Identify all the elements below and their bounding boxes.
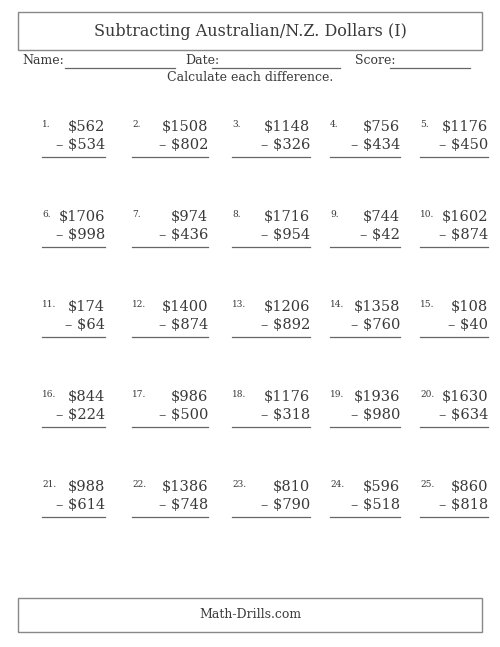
Text: $1148: $1148 xyxy=(264,120,310,134)
Text: – $40: – $40 xyxy=(448,318,488,332)
Text: – $760: – $760 xyxy=(350,318,400,332)
Text: – $748: – $748 xyxy=(159,498,208,512)
Text: $1936: $1936 xyxy=(354,390,400,404)
Text: $1400: $1400 xyxy=(162,300,208,314)
Text: $810: $810 xyxy=(273,480,310,494)
Text: – $874: – $874 xyxy=(439,228,488,242)
Text: 19.: 19. xyxy=(330,390,344,399)
Text: 10.: 10. xyxy=(420,210,434,219)
Text: $1176: $1176 xyxy=(264,390,310,404)
Text: – $450: – $450 xyxy=(439,138,488,152)
Text: 17.: 17. xyxy=(132,390,146,399)
FancyBboxPatch shape xyxy=(18,598,482,632)
Text: $986: $986 xyxy=(170,390,208,404)
Text: 14.: 14. xyxy=(330,300,344,309)
Text: $1386: $1386 xyxy=(162,480,208,494)
Text: $596: $596 xyxy=(363,480,400,494)
Text: $860: $860 xyxy=(450,480,488,494)
Text: $1176: $1176 xyxy=(442,120,488,134)
Text: 13.: 13. xyxy=(232,300,246,309)
Text: $1716: $1716 xyxy=(264,210,310,224)
Text: 11.: 11. xyxy=(42,300,56,309)
Text: $974: $974 xyxy=(171,210,208,224)
Text: – $998: – $998 xyxy=(56,228,105,242)
Text: – $436: – $436 xyxy=(158,228,208,242)
Text: 15.: 15. xyxy=(420,300,434,309)
Text: 8.: 8. xyxy=(232,210,240,219)
Text: $744: $744 xyxy=(363,210,400,224)
Text: – $790: – $790 xyxy=(261,498,310,512)
Text: $756: $756 xyxy=(363,120,400,134)
Text: – $614: – $614 xyxy=(56,498,105,512)
Text: Name:: Name: xyxy=(22,54,64,67)
Text: – $224: – $224 xyxy=(56,408,105,422)
Text: 12.: 12. xyxy=(132,300,146,309)
Text: 7.: 7. xyxy=(132,210,140,219)
Text: $844: $844 xyxy=(68,390,105,404)
Text: 5.: 5. xyxy=(420,120,429,129)
FancyBboxPatch shape xyxy=(18,12,482,50)
Text: 21.: 21. xyxy=(42,480,56,489)
Text: $562: $562 xyxy=(68,120,105,134)
Text: $174: $174 xyxy=(68,300,105,314)
Text: – $500: – $500 xyxy=(158,408,208,422)
Text: Math-Drills.com: Math-Drills.com xyxy=(199,608,301,622)
Text: – $318: – $318 xyxy=(261,408,310,422)
Text: $1706: $1706 xyxy=(58,210,105,224)
Text: 1.: 1. xyxy=(42,120,50,129)
Text: – $818: – $818 xyxy=(439,498,488,512)
Text: Subtracting Australian/N.Z. Dollars (I): Subtracting Australian/N.Z. Dollars (I) xyxy=(94,23,406,39)
Text: – $434: – $434 xyxy=(351,138,400,152)
Text: – $980: – $980 xyxy=(350,408,400,422)
Text: $988: $988 xyxy=(68,480,105,494)
Text: $1206: $1206 xyxy=(264,300,310,314)
Text: 16.: 16. xyxy=(42,390,56,399)
Text: $1630: $1630 xyxy=(442,390,488,404)
Text: $108: $108 xyxy=(451,300,488,314)
Text: – $518: – $518 xyxy=(351,498,400,512)
Text: 22.: 22. xyxy=(132,480,146,489)
Text: 6.: 6. xyxy=(42,210,50,219)
Text: – $42: – $42 xyxy=(360,228,400,242)
Text: – $802: – $802 xyxy=(158,138,208,152)
Text: 25.: 25. xyxy=(420,480,434,489)
Text: – $634: – $634 xyxy=(438,408,488,422)
Text: 24.: 24. xyxy=(330,480,344,489)
Text: – $326: – $326 xyxy=(260,138,310,152)
Text: – $64: – $64 xyxy=(65,318,105,332)
Text: – $954: – $954 xyxy=(261,228,310,242)
Text: 18.: 18. xyxy=(232,390,246,399)
Text: 9.: 9. xyxy=(330,210,338,219)
Text: Calculate each difference.: Calculate each difference. xyxy=(167,71,333,84)
Text: Score:: Score: xyxy=(355,54,396,67)
Text: 4.: 4. xyxy=(330,120,338,129)
Text: 2.: 2. xyxy=(132,120,140,129)
Text: 3.: 3. xyxy=(232,120,240,129)
Text: $1358: $1358 xyxy=(354,300,400,314)
Text: – $892: – $892 xyxy=(261,318,310,332)
Text: Date:: Date: xyxy=(185,54,219,67)
Text: $1602: $1602 xyxy=(442,210,488,224)
Text: – $874: – $874 xyxy=(159,318,208,332)
Text: – $534: – $534 xyxy=(56,138,105,152)
Text: 23.: 23. xyxy=(232,480,246,489)
Text: $1508: $1508 xyxy=(162,120,208,134)
Text: 20.: 20. xyxy=(420,390,434,399)
